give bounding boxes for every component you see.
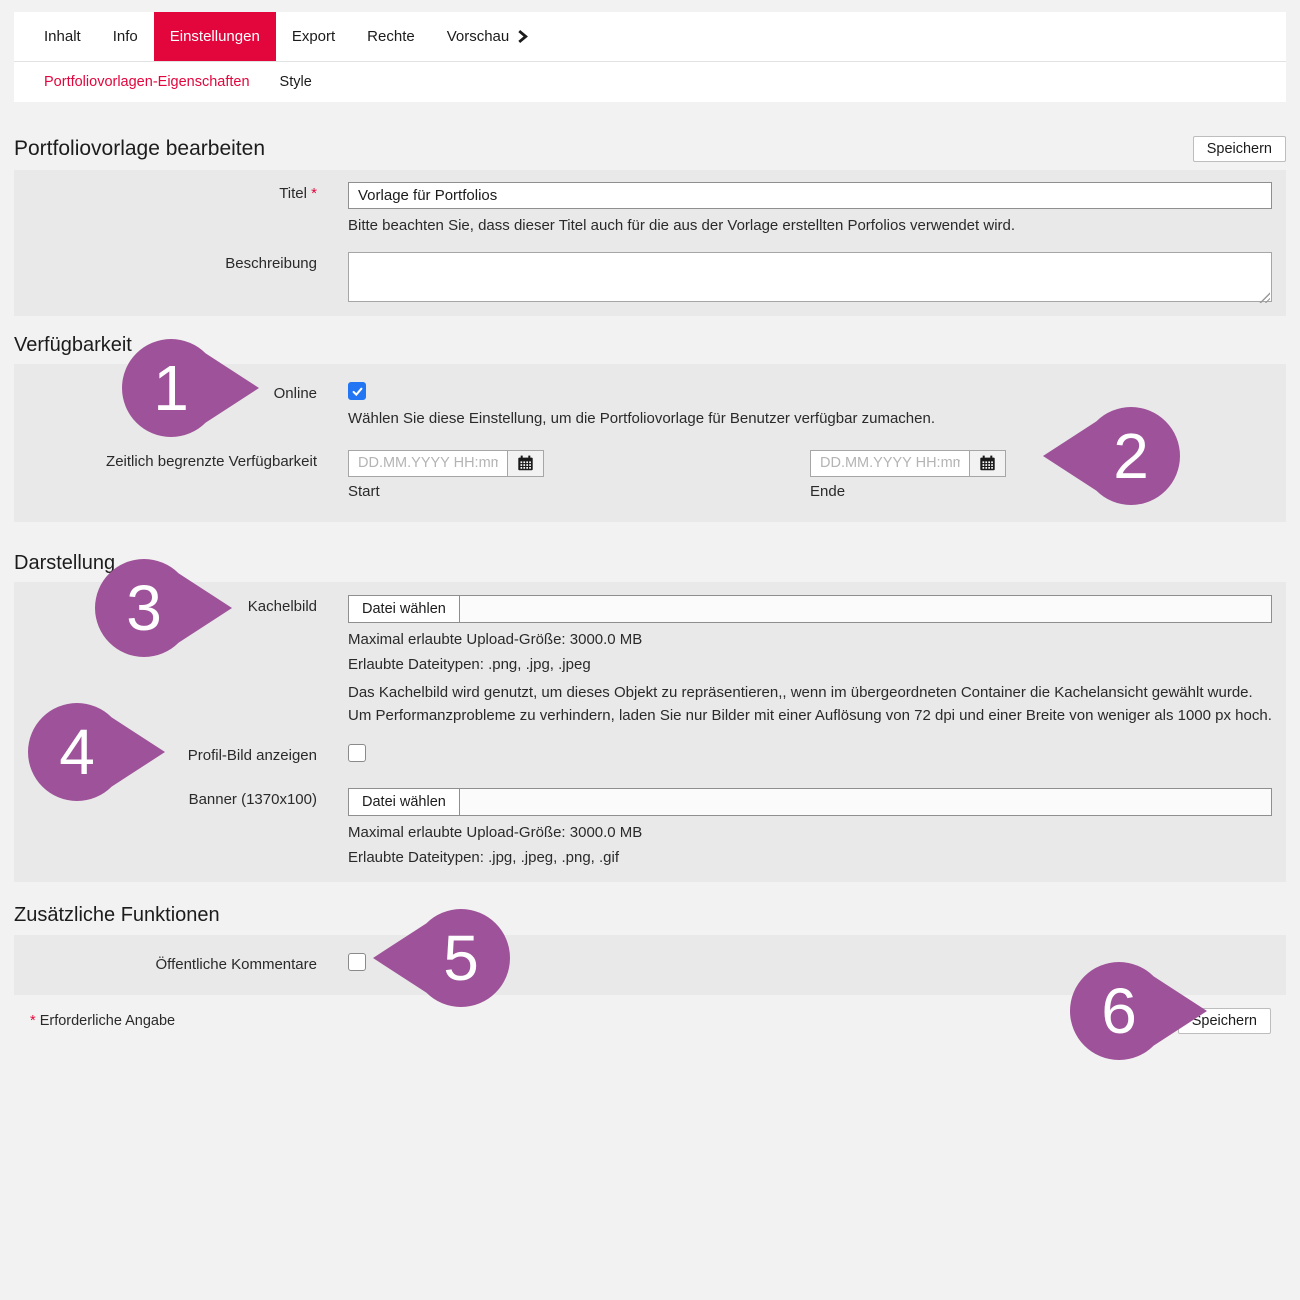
tab-rechte-label: Rechte	[367, 28, 415, 45]
kachelbild-filename-area[interactable]	[460, 596, 1271, 622]
tab-einstellungen-label: Einstellungen	[169, 28, 260, 45]
kachelbild-file-button[interactable]: Datei wählen	[349, 595, 460, 622]
required-note-text: Erforderliche Angabe	[39, 1012, 176, 1029]
profilbild-checkbox[interactable]	[348, 743, 366, 762]
tab-vorschau-label: Vorschau	[446, 28, 510, 45]
tab-info[interactable]: Info	[97, 12, 154, 61]
period-row: Zeitlich begrenzte Verfügbarkeit	[14, 449, 1286, 500]
calendar-icon	[980, 455, 995, 471]
online-label: Online	[273, 385, 317, 402]
subtab-style[interactable]: Style	[279, 74, 312, 90]
tab-inhalt[interactable]: Inhalt	[28, 12, 97, 61]
beschreibung-label: Beschreibung	[225, 255, 317, 272]
kommentare-label: Öffentliche Kommentare	[155, 955, 317, 973]
period-label: Zeitlich begrenzte Verfügbarkeit	[106, 452, 317, 470]
tab-einstellungen[interactable]: Einstellungen	[153, 12, 276, 61]
period-start-caption: Start	[348, 482, 380, 500]
form-footer-row: * Erforderliche Angabe Speichern	[14, 1007, 1286, 1035]
section-heading-verfuegbarkeit: Verfügbarkeit	[14, 334, 132, 356]
tab-export[interactable]: Export	[276, 12, 351, 61]
form-section-verfuegbarkeit: Online Wählen Sie diese Einstellung, um …	[14, 364, 1286, 522]
online-checkbox[interactable]	[348, 382, 366, 400]
kachelbild-max-size-text: Maximal erlaubte Upload-Größe: 3000.0 MB	[348, 630, 643, 648]
banner-label: Banner (1370x100)	[188, 790, 317, 808]
save-button-top[interactable]: Speichern	[1192, 136, 1286, 162]
profilbild-row: Profil-Bild anzeigen	[14, 743, 1286, 766]
kachelbild-description-line1: Das Kachelbild wird genutzt, um dieses O…	[348, 683, 1253, 701]
tab-vorschau[interactable]: Vorschau	[431, 12, 545, 61]
kachelbild-row: Kachelbild Datei wählen Maximal erlaubte…	[14, 594, 1286, 726]
titel-row: Titel * Bitte beachten Sie, dass dieser …	[14, 182, 1286, 236]
tab-info-label: Info	[112, 28, 138, 45]
calendar-icon	[518, 455, 533, 471]
form-section-darstellung: Kachelbild Datei wählen Maximal erlaubte…	[14, 581, 1286, 882]
online-help-text: Wählen Sie diese Einstellung, um die Por…	[348, 409, 935, 427]
period-end-calendar-button[interactable]	[969, 449, 1006, 477]
form-section-basic: Titel * Bitte beachten Sie, dass dieser …	[14, 170, 1286, 316]
beschreibung-row: Beschreibung	[14, 252, 1286, 306]
required-asterisk: *	[30, 1012, 36, 1029]
titel-input[interactable]	[348, 182, 1272, 209]
period-end-column: Ende	[810, 449, 1272, 500]
required-note: * Erforderliche Angabe	[30, 1013, 175, 1029]
banner-row: Banner (1370x100) Datei wählen Maximal e…	[14, 787, 1286, 868]
tab-bar: Inhalt Info Einstellungen Export Rechte …	[14, 12, 1286, 102]
profilbild-label: Profil-Bild anzeigen	[187, 746, 317, 764]
tab-inhalt-label: Inhalt	[44, 28, 81, 45]
period-start-column: Start	[348, 449, 810, 500]
banner-file-button[interactable]: Datei wählen	[349, 788, 460, 815]
period-start-calendar-button[interactable]	[507, 449, 544, 477]
form-section-zusaetzliche-funktionen: Öffentliche Kommentare	[14, 934, 1286, 995]
banner-max-size-text: Maximal erlaubte Upload-Größe: 3000.0 MB	[348, 823, 643, 841]
save-button-bottom[interactable]: Speichern	[1177, 1007, 1271, 1034]
tab-rechte[interactable]: Rechte	[351, 12, 431, 61]
required-asterisk: *	[311, 185, 317, 202]
period-end-input[interactable]	[810, 449, 970, 477]
chevron-right-icon	[517, 30, 529, 43]
kommentare-row: Öffentliche Kommentare	[14, 952, 1286, 975]
kachelbild-label: Kachelbild	[247, 597, 317, 615]
banner-file-types-text: Erlaubte Dateitypen: .jpg, .jpeg, .png, …	[348, 848, 620, 866]
titel-label-text: Titel	[279, 185, 307, 202]
tab-export-label: Export	[291, 28, 336, 45]
period-end-caption: Ende	[810, 482, 846, 500]
subtab-portfoliovorlagen-eigenschaften[interactable]: Portfoliovorlagen-Eigenschaften	[44, 74, 250, 90]
form-header-row: Portfoliovorlage bearbeiten Speichern	[14, 135, 1286, 163]
period-start-input[interactable]	[348, 449, 508, 477]
main-tabs: Inhalt Info Einstellungen Export Rechte …	[14, 12, 1286, 62]
page-title: Portfoliovorlage bearbeiten	[14, 137, 265, 160]
checkmark-icon	[352, 387, 362, 396]
beschreibung-textarea[interactable]	[348, 252, 1272, 302]
online-row: Online Wählen Sie diese Einstellung, um …	[14, 382, 1286, 429]
titel-help-text: Bitte beachten Sie, dass dieser Titel au…	[348, 217, 1016, 234]
section-heading-darstellung: Darstellung	[14, 551, 116, 574]
kachelbild-description-line2: Um Performanzprobleme zu verhindern, lad…	[348, 706, 1272, 724]
banner-filename-area[interactable]	[460, 789, 1271, 815]
sub-tabs: Portfoliovorlagen-Eigenschaften Style	[14, 62, 1286, 102]
banner-file-input[interactable]: Datei wählen	[348, 787, 1272, 816]
kachelbild-file-input[interactable]: Datei wählen	[348, 594, 1272, 623]
kachelbild-file-types-text: Erlaubte Dateitypen: .png, .jpg, .jpeg	[348, 655, 591, 673]
main-content: Portfoliovorlage bearbeiten Speichern Ti…	[0, 135, 1300, 1035]
titel-label: Titel *	[14, 182, 348, 236]
kommentare-checkbox[interactable]	[348, 952, 366, 971]
section-heading-zusaetzliche-funktionen: Zusätzliche Funktionen	[14, 903, 220, 926]
